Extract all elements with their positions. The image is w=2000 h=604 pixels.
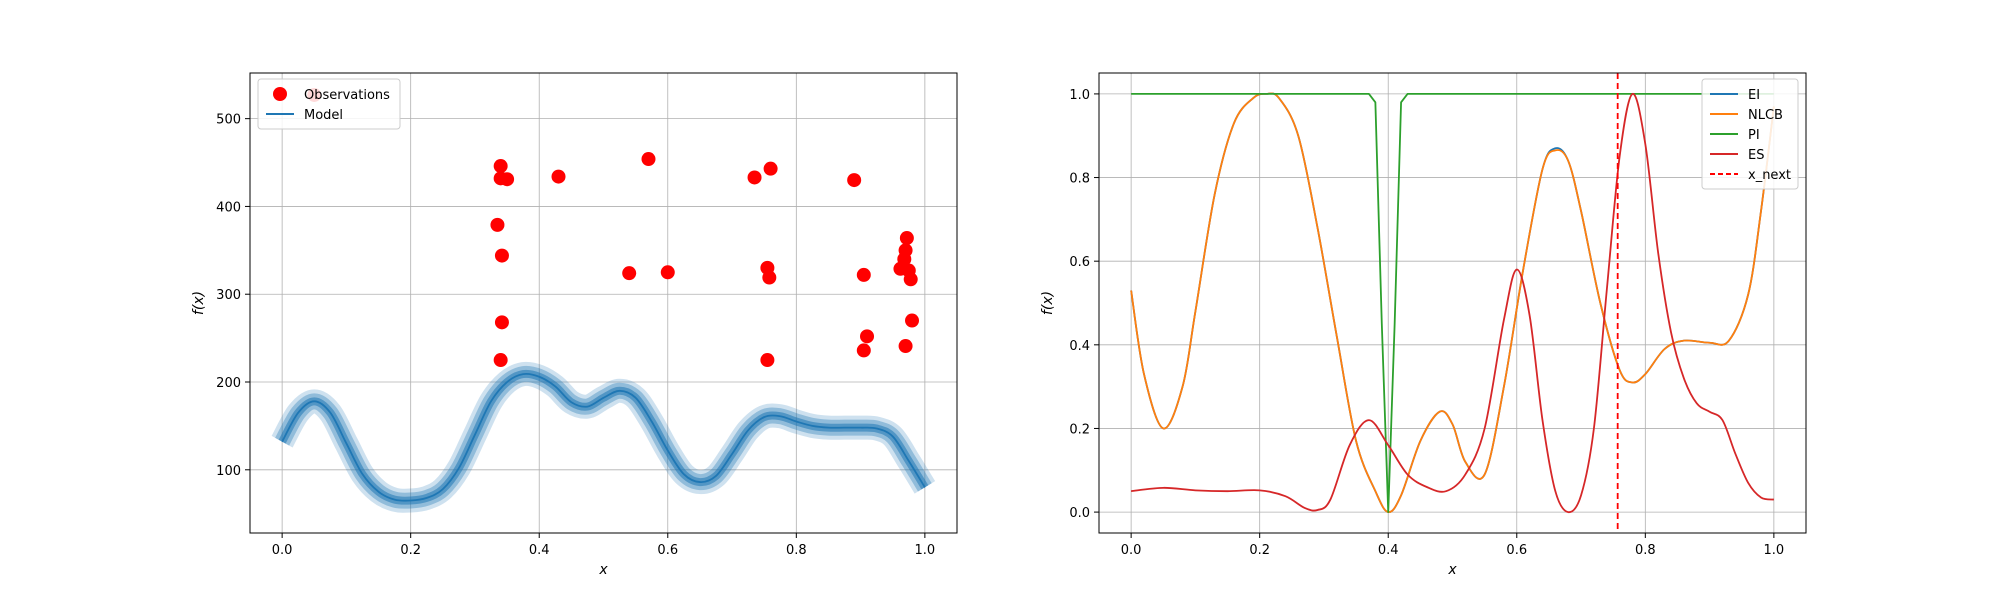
x-tick-label: 0.8 xyxy=(786,543,807,558)
y-axis-label: f(x) xyxy=(191,291,207,315)
y-tick-label: 1.0 xyxy=(1069,88,1090,103)
observation-point xyxy=(847,173,862,188)
right-chart-acquisition-functions: 0.0 0.2 0.4 0.6 0.8 1.0 0.0 0.2 0.4 0.6 0.8 1.0 x f(x… xyxy=(1040,72,1807,578)
observation-point xyxy=(747,170,762,185)
x-tick-label: 0.4 xyxy=(1378,543,1399,558)
legend: Observations Model xyxy=(257,78,401,130)
y-tick-label: 100 xyxy=(216,464,241,479)
observation-point xyxy=(494,315,509,330)
observation-point xyxy=(898,339,913,354)
x-tick-label: 0.6 xyxy=(1506,543,1527,558)
y-tick-label: 0.0 xyxy=(1069,506,1090,521)
legend: EI NLCB PI ES x_next xyxy=(1701,78,1799,190)
observation-point xyxy=(905,313,920,328)
legend-label: PI xyxy=(1748,128,1760,143)
y-tick-label: 0.4 xyxy=(1069,339,1090,354)
series-line xyxy=(1131,93,1775,514)
legend-marker xyxy=(273,87,287,101)
plot-area xyxy=(1130,73,1775,533)
observation-point xyxy=(856,343,871,358)
observation-point xyxy=(762,270,777,285)
x-tick-label: 0.2 xyxy=(1249,543,1270,558)
axis-ticks: 0.0 0.2 0.4 0.6 0.8 1.0 0.0 0.2 0.4 0.6 0.8 1.0 xyxy=(1069,88,1784,558)
observation-point xyxy=(500,172,515,187)
x-tick-label: 0.2 xyxy=(400,543,421,558)
x-tick-label: 1.0 xyxy=(1764,543,1785,558)
observation-point xyxy=(760,353,775,368)
y-tick-label: 0.6 xyxy=(1069,255,1090,270)
x-tick-label: 0.8 xyxy=(1635,543,1656,558)
observation-point xyxy=(860,329,875,344)
left-chart-observations-model: 0.0 0.2 0.4 0.6 0.8 1.0 100 200 300 400 500 x f(x) Ob… xyxy=(191,72,958,578)
legend-label: EI xyxy=(1748,88,1760,103)
y-tick-label: 0.8 xyxy=(1069,172,1090,187)
observation-point xyxy=(856,267,871,282)
axis-ticks: 0.0 0.2 0.4 0.6 0.8 1.0 100 200 300 400 500 xyxy=(216,113,935,558)
observation-point xyxy=(551,169,566,184)
x-tick-label: 0.6 xyxy=(657,543,678,558)
legend-label: x_next xyxy=(1748,168,1791,183)
legend-box xyxy=(1701,78,1799,190)
axes-frame xyxy=(1098,72,1807,534)
legend-label: NLCB xyxy=(1748,108,1783,123)
observation-point xyxy=(660,265,675,280)
observation-point xyxy=(899,231,914,246)
plot-area xyxy=(271,87,936,513)
y-tick-label: 400 xyxy=(216,200,241,215)
x-tick-label: 0.0 xyxy=(1121,543,1142,558)
observation-point xyxy=(490,217,505,232)
y-tick-label: 300 xyxy=(216,288,241,303)
y-tick-label: 500 xyxy=(216,113,241,128)
y-tick-label: 0.2 xyxy=(1069,422,1090,437)
observation-point xyxy=(622,266,637,281)
series-line xyxy=(1131,93,1774,513)
observation-point xyxy=(494,248,509,263)
observation-point xyxy=(493,353,508,368)
legend-label: Observations xyxy=(304,88,390,103)
legend-label: ES xyxy=(1748,148,1764,163)
observation-point xyxy=(898,243,913,258)
series-model xyxy=(271,361,936,513)
series-line xyxy=(281,372,926,502)
x-tick-label: 1.0 xyxy=(915,543,936,558)
series-line xyxy=(1130,92,1775,513)
y-axis-label: f(x) xyxy=(1040,291,1056,315)
series-nlcb xyxy=(1130,92,1775,513)
legend-box xyxy=(257,78,401,130)
series-pi xyxy=(1131,93,1774,513)
observation-point xyxy=(641,152,656,167)
observation-point xyxy=(903,272,918,287)
grid-lines xyxy=(250,73,957,533)
y-tick-label: 200 xyxy=(216,376,241,391)
axes-frame xyxy=(249,72,958,534)
observation-point xyxy=(763,161,778,176)
x-tick-label: 0.0 xyxy=(272,543,293,558)
x-tick-label: 0.4 xyxy=(529,543,550,558)
series-es xyxy=(1131,93,1775,514)
x-axis-label: x xyxy=(1447,562,1457,578)
observation-point xyxy=(493,159,508,174)
legend-label: Model xyxy=(304,108,343,123)
x-axis-label: x xyxy=(598,562,608,578)
